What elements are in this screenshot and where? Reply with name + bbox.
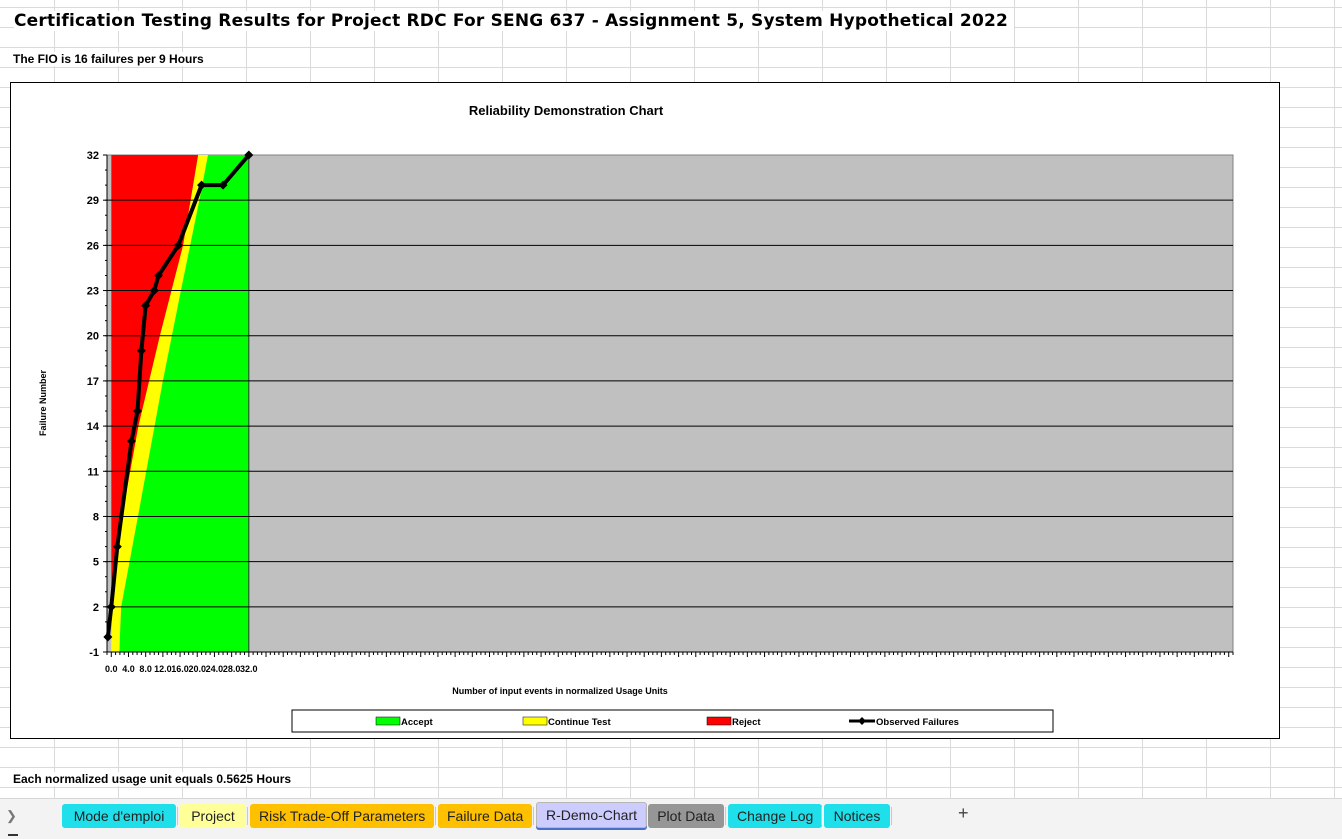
fio-text: The FIO is 16 failures per 9 Hours — [13, 52, 208, 66]
data-point — [106, 602, 116, 612]
legend-swatch — [375, 716, 401, 726]
x-tick-label: 28.0 — [223, 664, 241, 674]
chart-title: Reliability Demonstration Chart — [469, 103, 664, 118]
legend-box — [291, 709, 1054, 733]
tab-mode-d-emploi[interactable]: Mode d'emploi — [62, 804, 176, 828]
legend-series-marker — [858, 717, 866, 725]
region-reject — [111, 155, 199, 637]
y-tick-label: 29 — [87, 195, 99, 207]
chart-area[interactable]: -1 2 5 8 11 14 17 20 23 26 29 32 0.0 4.0 8.0 12.0 16.0 20… — [10, 82, 1280, 739]
sheet-title: Certification Testing Results for Projec… — [14, 11, 1015, 31]
y-tick-label: 11 — [87, 466, 99, 478]
tab-notices[interactable]: Notices — [824, 804, 890, 828]
y-tick-label: 14 — [87, 421, 100, 433]
data-point — [149, 286, 159, 296]
sheet-tab-bar: ❯ Mode d'emploi Project Risk Trade-Off Par… — [0, 798, 1342, 839]
x-tick-label: 24.0 — [206, 664, 224, 674]
tab-separator — [435, 807, 436, 825]
x-tick-label: 16.0 — [171, 664, 189, 674]
x-tick-label: 12.0 — [154, 664, 172, 674]
region-accept — [119, 155, 249, 652]
x-tick-label: 8.0 — [139, 664, 152, 674]
tab-project[interactable]: Project — [180, 804, 246, 828]
legend-label: Continue Test — [548, 717, 611, 728]
legend-swatch — [522, 716, 548, 726]
plot-background — [106, 154, 1234, 653]
x-tick-label: 0.0 — [105, 664, 118, 674]
data-point — [197, 180, 207, 190]
data-point — [173, 240, 183, 250]
x-tick-label: 32.0 — [240, 664, 258, 674]
tab-separator — [821, 807, 822, 825]
data-point — [136, 346, 146, 356]
data-point — [103, 632, 113, 642]
x-axis-label: Number of input events in normalized Usa… — [452, 686, 668, 696]
x-tick-label: 20.0 — [188, 664, 206, 674]
y-tick-label: 17 — [87, 376, 99, 388]
tab-separator — [177, 807, 178, 825]
tab-separator — [891, 807, 892, 825]
reliability-chart: -1 2 5 8 11 14 17 20 23 26 29 32 0.0 4.0 8.0 12.0 16.0 20… — [38, 103, 1234, 733]
tab-change-log[interactable]: Change Log — [728, 804, 823, 828]
tab-risk-trade-off-parameters[interactable]: Risk Trade-Off Parameters — [250, 804, 435, 828]
x-tick-label: 4.0 — [122, 664, 135, 674]
chevron-right-icon[interactable]: ❯ — [6, 808, 17, 823]
y-tick-label: 23 — [87, 286, 99, 298]
scroll-indicator — [8, 834, 18, 836]
footnote: Each normalized usage unit equals 0.5625… — [13, 772, 296, 786]
y-tick-label: 32 — [87, 150, 99, 162]
tab-separator — [533, 807, 534, 825]
data-point — [218, 180, 228, 190]
tab-separator — [725, 807, 726, 825]
data-point — [126, 436, 136, 446]
legend-swatch — [706, 716, 732, 726]
legend-label: Accept — [401, 717, 434, 728]
y-tick-label: 5 — [93, 557, 99, 569]
data-point — [154, 270, 164, 280]
tab-failure-data[interactable]: Failure Data — [438, 804, 533, 828]
data-point — [112, 542, 122, 552]
legend-label: Reject — [732, 717, 761, 728]
data-point — [133, 406, 143, 416]
y-tick-label: 8 — [93, 511, 99, 523]
data-point — [141, 301, 151, 311]
tab-separator — [247, 807, 248, 825]
plus-icon[interactable]: + — [958, 803, 969, 823]
tab-plot-data[interactable]: Plot Data — [648, 804, 724, 828]
y-tick-label: 26 — [87, 240, 99, 252]
tab-separator — [645, 807, 646, 825]
y-tick-label: 20 — [87, 331, 99, 343]
y-tick-label: -1 — [89, 647, 99, 659]
y-axis-label: Failure Number — [38, 369, 48, 436]
tab-r-demo-chart[interactable]: R-Demo-Chart — [536, 802, 648, 828]
y-tick-label: 2 — [93, 602, 99, 614]
legend-label: Observed Failures — [876, 717, 959, 728]
data-point — [244, 150, 254, 160]
